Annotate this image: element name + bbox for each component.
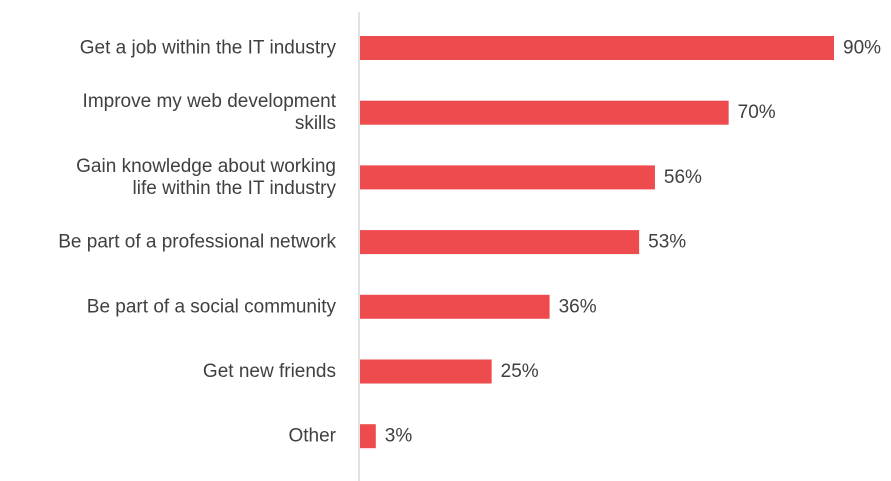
category-label: Get new friends bbox=[203, 361, 336, 382]
bar bbox=[360, 36, 834, 60]
data-label: 25% bbox=[501, 361, 539, 382]
bar bbox=[360, 359, 492, 384]
data-label: 36% bbox=[559, 296, 597, 317]
bar bbox=[360, 230, 640, 255]
data-label: 70% bbox=[738, 102, 776, 123]
category-label: Be part of a professional network bbox=[58, 232, 336, 253]
category-label: Other bbox=[288, 426, 336, 447]
bar bbox=[360, 165, 655, 190]
bar bbox=[360, 100, 729, 125]
data-labels: 90% 70% 56% 53% 36% 25% 3% bbox=[385, 38, 881, 447]
data-label: 56% bbox=[664, 167, 702, 188]
category-label: Gain knowledge about working bbox=[76, 156, 336, 177]
data-label: 53% bbox=[648, 232, 686, 253]
category-label: Improve my web development bbox=[83, 91, 337, 112]
category-label: skills bbox=[295, 113, 336, 134]
category-labels: Get a job within the IT industry Improve … bbox=[58, 38, 336, 447]
bars-group bbox=[360, 36, 834, 449]
bar bbox=[360, 424, 376, 449]
data-label: 90% bbox=[843, 38, 881, 59]
category-label: Be part of a social community bbox=[87, 296, 337, 317]
bar bbox=[360, 294, 550, 319]
category-label: Get a job within the IT industry bbox=[80, 38, 337, 59]
category-label: life within the IT industry bbox=[133, 178, 337, 199]
data-label: 3% bbox=[385, 426, 413, 447]
